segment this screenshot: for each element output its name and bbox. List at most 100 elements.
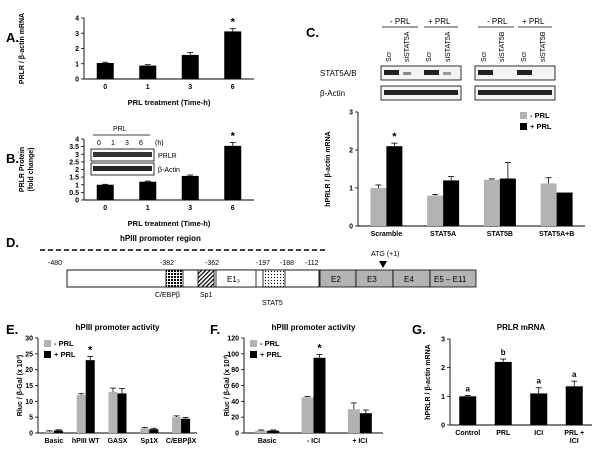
- blot-c-row-actin: β-Actin: [320, 89, 345, 98]
- chart-b-category-label: 1: [146, 205, 150, 212]
- chart-f-ytick-label: 60: [231, 383, 239, 390]
- chart-g-ytick-label: 0: [441, 423, 445, 430]
- chart-f-ytick-label: 40: [231, 399, 239, 406]
- position-minus-480: -480: [48, 260, 62, 267]
- chart-g-category-label-2: ICI: [570, 438, 579, 445]
- chart-f-ylabel: Rluc / β-Gal (x 10³): [224, 355, 231, 416]
- position-minus-188: -188: [280, 260, 294, 267]
- chart-c-bar: [556, 192, 573, 226]
- chart-a: 0 1 2 3 4 PRLR / β-actin mRNA PRL treatment (T…: [19, 13, 254, 107]
- chart-g-category-label: PRL +: [564, 430, 584, 437]
- blot-c-right-actin-band: [478, 90, 552, 95]
- chart-c-bar: [443, 180, 460, 226]
- chart-f-ytick-label: 0: [235, 431, 239, 438]
- chart-g-title: PRLR mRNA: [497, 323, 546, 332]
- chart-a-xlabel: PRL treatment (Time-h): [128, 98, 211, 107]
- chart-f-bar: [313, 357, 326, 433]
- exon-e3-label: E3: [367, 275, 377, 284]
- atg-label: ATG (+1): [371, 251, 399, 258]
- stat5-element: [262, 269, 286, 288]
- blot-c-right-stat5-band-1: [478, 70, 493, 75]
- chart-b-ytick-label: 4: [75, 137, 79, 144]
- chart-c-legend-label: + PRL: [530, 122, 552, 131]
- blot-c-header-1: - PRL: [390, 17, 411, 26]
- blot-c-header-4: + PRL: [522, 17, 545, 26]
- chart-a-category-label: 0: [103, 84, 107, 91]
- blot-c: - PRL + PRL - PRL + PRL Scr siSTAT5A Scr…: [320, 17, 556, 101]
- blot-c-row-stat5: STAT5A/B: [320, 69, 357, 78]
- chart-g: 0 1 2 3 hPRLR / β-actin mRNA PRLR mRNA Control…: [425, 323, 592, 445]
- chart-c-legend-swatch: [520, 123, 527, 130]
- chart-e-category-label: hPIII WT: [72, 438, 100, 445]
- blot-c-lane-5: Scr: [481, 51, 488, 62]
- chart-f-legend-label: + PRL: [260, 350, 282, 359]
- exon-e1-3: [215, 269, 257, 288]
- chart-a-ytick-label: 0: [75, 77, 79, 84]
- blot-b-hour-3: 6: [139, 140, 143, 147]
- chart-g-category-label: ICI: [534, 430, 543, 437]
- chart-e-bar: [140, 428, 150, 433]
- blot-b-hour-2: 3: [125, 140, 129, 147]
- chart-e-category-label: Sp1X: [141, 438, 159, 445]
- chart-f-ytick-label: 80: [231, 367, 239, 374]
- chart-f: 0 20 40 60 80 100 120 Rluc / β-Gal (x 10³) hPIII…: [224, 323, 383, 445]
- chart-e-legend-swatch: [44, 340, 51, 347]
- chart-c-significance: *: [392, 131, 397, 143]
- sp1-label: Sp1: [200, 292, 213, 299]
- chart-c-ytick-label: 3: [349, 110, 353, 117]
- chart-e-bar: [117, 393, 127, 433]
- chart-f-title: hPIII promoter activity: [271, 323, 356, 332]
- chart-a-category-label: 6: [231, 84, 235, 91]
- chart-f-bar: [359, 413, 372, 433]
- chart-f-category-label: - ICI: [307, 438, 320, 445]
- chart-g-ytick-label: 2: [441, 365, 445, 372]
- chart-e-ytick-label: 25: [25, 351, 33, 358]
- chart-e-ylabel: Rluc / β-Gal (x 10³): [17, 355, 24, 416]
- blot-c-left-actin-band: [384, 90, 458, 95]
- blot-b-row-prlr: PRLR: [158, 153, 177, 160]
- chart-e-legend-label: + PRL: [54, 350, 76, 359]
- panel-label-c: C.: [306, 25, 319, 40]
- blot-c-lane-8: siSTAT5B: [540, 31, 547, 62]
- chart-f-ytick-label: 20: [231, 415, 239, 422]
- chart-g-bar: [459, 396, 477, 425]
- chart-b-bar: [181, 175, 199, 200]
- sp1-element: [197, 269, 215, 288]
- chart-g-letter: b: [501, 348, 506, 357]
- chart-e-bar: [181, 418, 191, 433]
- chart-c: 0 1 2 3 hPRLR / β-actin mRNA Scramble STAT5A ST…: [325, 110, 585, 238]
- position-minus-112: -112: [305, 260, 319, 267]
- chart-e-legend-swatch: [44, 351, 51, 358]
- chart-b-ylabel-2: (fold change): [28, 148, 35, 192]
- exon-e1-3-label: E1₃: [227, 275, 240, 284]
- blot-c-lane-1: Scr: [386, 51, 393, 62]
- chart-a-ytick-label: 1: [75, 61, 79, 68]
- chart-g-category-label: Control: [455, 430, 480, 437]
- chart-e-bar: [108, 391, 118, 433]
- chart-e: 0 5 10 15 20 25 30 Rluc / β-Gal (x 10³) hPIII pr…: [17, 323, 197, 445]
- chart-c-ytick-label: 0: [349, 224, 353, 231]
- chart-g-bar: [530, 393, 548, 425]
- chart-e-bar: [76, 395, 86, 433]
- chart-f-legend-swatch: [250, 351, 257, 358]
- chart-b-ytick-label: 3: [75, 152, 79, 159]
- chart-b-ytick-label: 0: [75, 198, 79, 205]
- chart-b-ytick-label: 1.5: [69, 175, 79, 182]
- chart-e-legend-label: - PRL: [54, 339, 74, 348]
- chart-g-bar: [494, 361, 512, 425]
- chart-g-letter: a: [537, 377, 542, 386]
- chart-e-title: hPIII promoter activity: [75, 323, 160, 332]
- exon-e2-label: E2: [331, 275, 341, 284]
- chart-b-ytick-label: 0.5: [69, 190, 79, 197]
- position-minus-197: -197: [256, 260, 270, 267]
- chart-e-bar: [53, 430, 63, 433]
- chart-f-category-label: Basic: [258, 438, 277, 445]
- blot-c-lane-2: siSTAT5A: [404, 31, 411, 62]
- chart-g-ytick-label: 1: [441, 394, 445, 401]
- chart-c-ytick-label: 1: [349, 186, 353, 193]
- chart-f-bar: [301, 397, 314, 433]
- chart-b-ytick-label: 3.5: [69, 144, 79, 151]
- chart-a-ytick-label: 3: [75, 31, 79, 38]
- chart-e-bar: [172, 417, 182, 433]
